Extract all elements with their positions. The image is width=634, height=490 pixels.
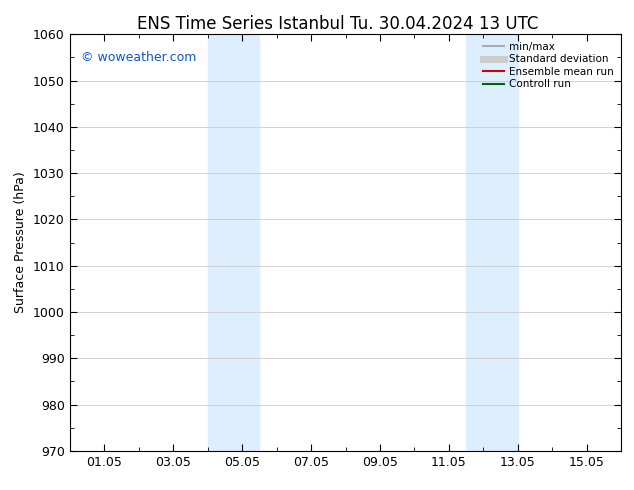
Bar (207, 34, 259, 451)
Bar (466, 34, 518, 451)
Text: © woweather.com: © woweather.com (81, 51, 196, 64)
Text: ENS Time Series Istanbul: ENS Time Series Istanbul (137, 15, 345, 33)
Y-axis label: Surface Pressure (hPa): Surface Pressure (hPa) (15, 172, 27, 314)
Legend: min/max, Standard deviation, Ensemble mean run, Controll run: min/max, Standard deviation, Ensemble me… (481, 40, 616, 92)
Text: Tu. 30.04.2024 13 UTC: Tu. 30.04.2024 13 UTC (349, 15, 538, 33)
